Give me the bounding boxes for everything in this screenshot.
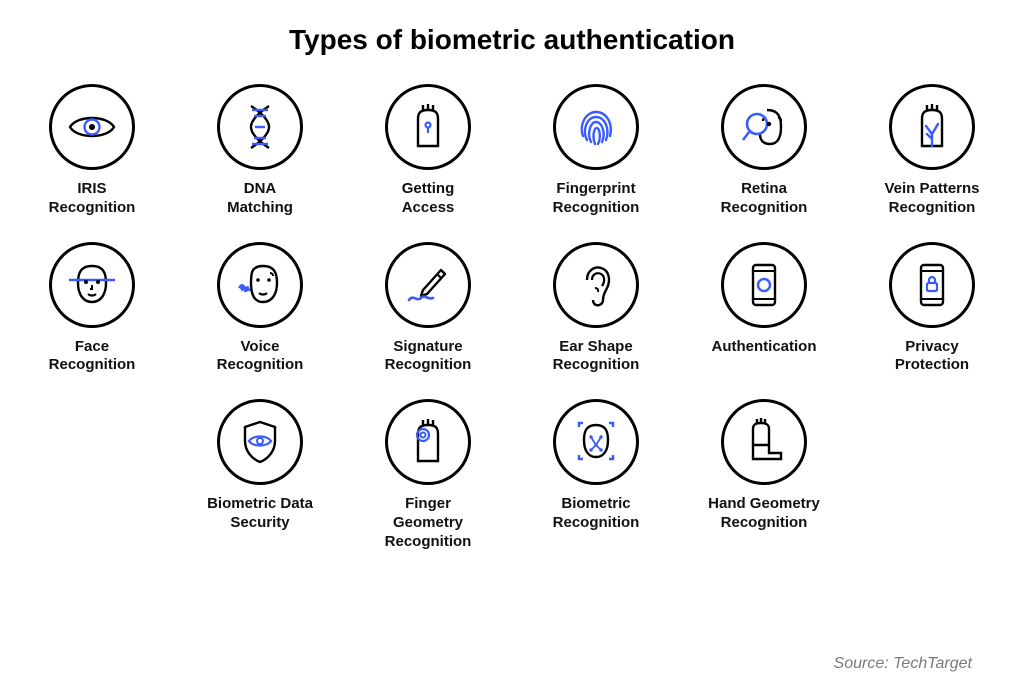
cell-voice: Voice Recognition (200, 242, 320, 376)
retina-icon (737, 100, 791, 154)
biometric-rec-icon (569, 415, 623, 469)
cell-iris: IRIS Recognition (32, 84, 152, 218)
icon-circle (553, 399, 639, 485)
cell-authentication: Authentication (704, 242, 824, 376)
icon-label: Finger Geometry Recognition (368, 495, 488, 551)
icon-circle (217, 242, 303, 328)
iris-icon (65, 100, 119, 154)
fingerprint-icon (569, 100, 623, 154)
icon-label: Privacy Protection (895, 338, 969, 376)
privacy-icon (905, 258, 959, 312)
icon-grid: IRIS Recognition DNA Matching (40, 84, 984, 551)
hand-geometry-icon (737, 415, 791, 469)
icon-label: Fingerprint Recognition (553, 180, 640, 218)
cell-ear-shape: Ear Shape Recognition (536, 242, 656, 376)
icon-circle (217, 84, 303, 170)
icon-circle (889, 242, 975, 328)
authentication-icon (737, 258, 791, 312)
icon-label: Vein Patterns Recognition (884, 180, 979, 218)
icon-circle (721, 399, 807, 485)
icon-label: Voice Recognition (217, 338, 304, 376)
icon-circle (553, 84, 639, 170)
voice-icon (233, 258, 287, 312)
signature-icon (401, 258, 455, 312)
grid-row: Face Recognition Voice Recognition (32, 242, 992, 376)
icon-label: Biometric Data Security (207, 495, 313, 533)
cell-finger-geometry: Finger Geometry Recognition (368, 399, 488, 551)
cell-dna: DNA Matching (200, 84, 320, 218)
cell-retina: Retina Recognition (704, 84, 824, 218)
icon-circle (385, 84, 471, 170)
cell-face: Face Recognition (32, 242, 152, 376)
icon-label: IRIS Recognition (49, 180, 136, 218)
grid-row: IRIS Recognition DNA Matching (32, 84, 992, 218)
icon-label: Face Recognition (49, 338, 136, 376)
cell-getting-access: Getting Access (368, 84, 488, 218)
icon-circle (721, 242, 807, 328)
icon-circle (721, 84, 807, 170)
icon-label: Signature Recognition (385, 338, 472, 376)
getting-access-icon (401, 100, 455, 154)
icon-circle (49, 242, 135, 328)
cell-privacy: Privacy Protection (872, 242, 992, 376)
icon-label: Authentication (712, 338, 817, 357)
icon-circle (49, 84, 135, 170)
icon-label: DNA Matching (227, 180, 293, 218)
cell-vein-patterns: Vein Patterns Recognition (872, 84, 992, 218)
biometric-data-icon (233, 415, 287, 469)
page-title: Types of biometric authentication (289, 24, 735, 56)
ear-shape-icon (569, 258, 623, 312)
icon-label: Ear Shape Recognition (553, 338, 640, 376)
icon-circle (889, 84, 975, 170)
face-icon (65, 258, 119, 312)
icon-label: Retina Recognition (721, 180, 808, 218)
cell-biometric-rec: Biometric Recognition (536, 399, 656, 551)
source-attribution: Source: TechTarget (834, 655, 972, 673)
dna-icon (233, 100, 287, 154)
cell-fingerprint: Fingerprint Recognition (536, 84, 656, 218)
finger-geometry-icon (401, 415, 455, 469)
cell-hand-geometry: Hand Geometry Recognition (704, 399, 824, 551)
icon-label: Biometric Recognition (553, 495, 640, 533)
icon-label: Getting Access (402, 180, 455, 218)
cell-signature: Signature Recognition (368, 242, 488, 376)
grid-row: Biometric Data Security Finger Geometry … (200, 399, 824, 551)
icon-circle (385, 242, 471, 328)
icon-label: Hand Geometry Recognition (708, 495, 820, 533)
icon-circle (217, 399, 303, 485)
icon-circle (385, 399, 471, 485)
cell-biometric-data: Biometric Data Security (200, 399, 320, 551)
vein-patterns-icon (905, 100, 959, 154)
icon-circle (553, 242, 639, 328)
